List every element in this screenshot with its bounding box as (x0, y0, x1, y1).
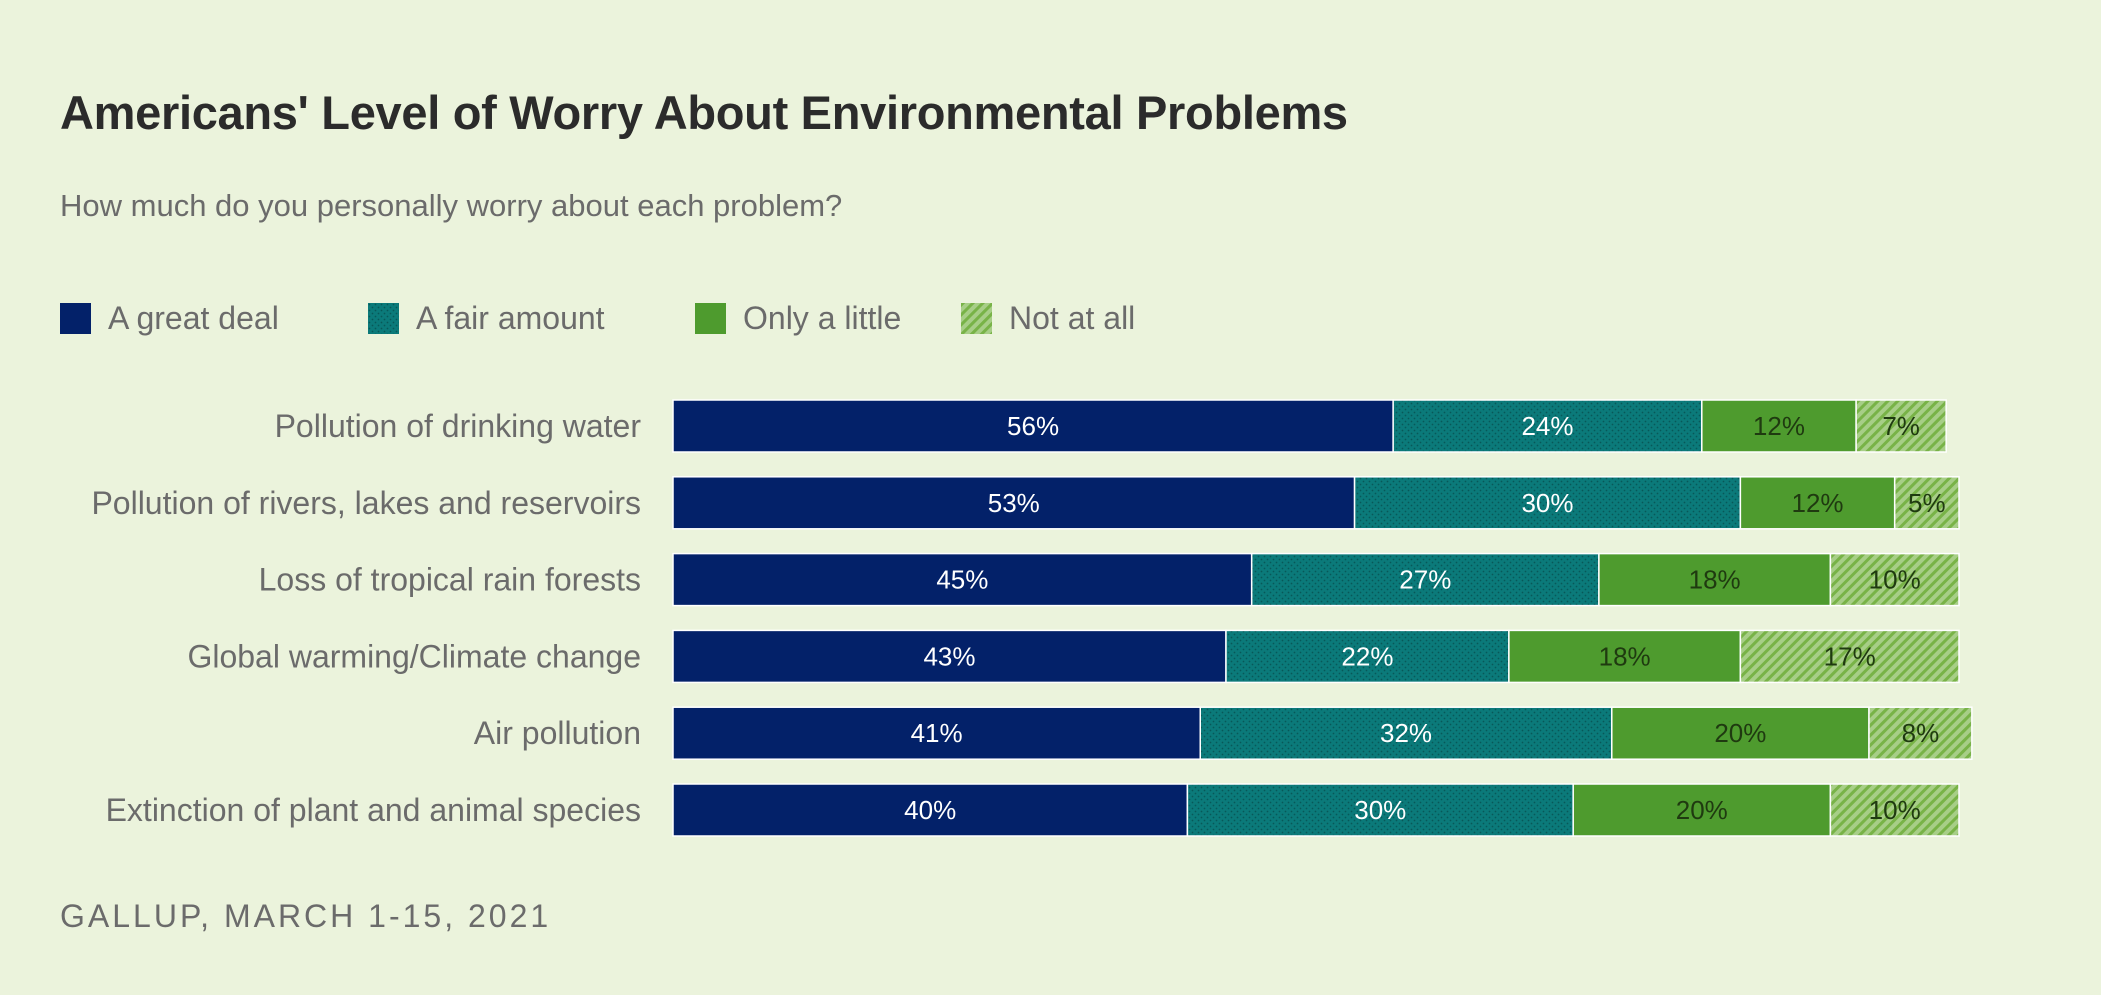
data-label-loss-of-tropical-rain-forests-a-fair-amount: 27% (1399, 565, 1451, 595)
bar-extinction-of-plant-and-animal-species-only-a-little (1572, 783, 1832, 837)
data-label-extinction-of-plant-and-animal-species-a-fair-amount: 30% (1354, 795, 1406, 825)
bar-pollution-of-rivers-lakes-and-reservoirs-a-great-deal (672, 476, 1356, 530)
chart-title: Americans' Level of Worry About Environm… (60, 86, 1348, 139)
bar-pollution-of-drinking-water-not-at-all (1855, 399, 1947, 453)
data-label-air-pollution-a-fair-amount: 32% (1380, 718, 1432, 748)
legend-label-fair-amount: A fair amount (416, 299, 605, 336)
data-label-global-warming-climate-change-a-great-deal: 43% (923, 641, 975, 671)
bar-extinction-of-plant-and-animal-species-not-at-all (1829, 783, 1960, 837)
data-label-pollution-of-rivers-lakes-and-reservoirs-only-a-little: 12% (1792, 488, 1844, 518)
bar-air-pollution-a-fair-amount (1199, 706, 1613, 760)
source-note: GALLUP, MARCH 1-15, 2021 (60, 898, 552, 934)
data-label-extinction-of-plant-and-animal-species-a-great-deal: 40% (904, 795, 956, 825)
bar-global-warming-climate-change-a-fair-amount (1225, 629, 1510, 684)
data-label-extinction-of-plant-and-animal-species-not-at-all: 10% (1869, 795, 1921, 825)
data-label-loss-of-tropical-rain-forests-not-at-all: 10% (1869, 565, 1921, 595)
data-label-global-warming-climate-change-a-fair-amount: 22% (1341, 641, 1393, 671)
bar-air-pollution-not-at-all (1868, 706, 1973, 760)
bar-air-pollution-only-a-little (1611, 706, 1870, 760)
legend-item-only-little: Only a little (695, 295, 901, 341)
data-label-air-pollution-not-at-all: 8% (1902, 718, 1940, 748)
data-label-loss-of-tropical-rain-forests-only-a-little: 18% (1689, 565, 1741, 595)
category-label-loss-of-tropical-rain-forests: Loss of tropical rain forests (259, 562, 641, 598)
data-label-air-pollution-only-a-little: 20% (1714, 718, 1766, 748)
bar-global-warming-climate-change-only-a-little (1508, 629, 1742, 684)
data-label-pollution-of-rivers-lakes-and-reservoirs-a-fair-amount: 30% (1521, 488, 1573, 518)
data-label-global-warming-climate-change-not-at-all: 17% (1824, 641, 1876, 671)
legend-swatch-great-deal (60, 302, 91, 334)
category-label-pollution-of-rivers-lakes-and-reservoirs: Pollution of rivers, lakes and reservoir… (91, 485, 641, 521)
bar-loss-of-tropical-rain-forests-not-at-all (1829, 552, 1960, 607)
bar-global-warming-climate-change-not-at-all (1739, 629, 1960, 684)
bar-extinction-of-plant-and-animal-species-a-fair-amount (1186, 783, 1574, 837)
data-label-pollution-of-rivers-lakes-and-reservoirs-not-at-all: 5% (1908, 488, 1946, 518)
chart-subtitle: How much do you personally worry about e… (60, 188, 843, 223)
bar-pollution-of-rivers-lakes-and-reservoirs-only-a-little (1739, 476, 1896, 530)
legend-label-not-at-all: Not at all (1009, 299, 1136, 336)
legend-label-only-little: Only a little (743, 299, 902, 336)
data-label-global-warming-climate-change-only-a-little: 18% (1599, 641, 1651, 671)
legend-item-fair-amount: A fair amount (368, 295, 605, 341)
category-label-extinction-of-plant-and-animal-species: Extinction of plant and animal species (106, 792, 641, 828)
data-label-pollution-of-rivers-lakes-and-reservoirs-a-great-deal: 53% (988, 488, 1040, 518)
category-label-global-warming-climate-change: Global warming/Climate change (187, 638, 641, 674)
legend-label-great-deal: A great deal (108, 299, 279, 336)
data-label-pollution-of-drinking-water-a-fair-amount: 24% (1521, 411, 1573, 441)
bar-extinction-of-plant-and-animal-species-a-great-deal (672, 783, 1189, 837)
data-label-air-pollution-a-great-deal: 41% (911, 718, 963, 748)
data-label-extinction-of-plant-and-animal-species-only-a-little: 20% (1676, 795, 1728, 825)
data-label-loss-of-tropical-rain-forests-a-great-deal: 45% (936, 565, 988, 595)
legend-swatch-only-little (695, 302, 726, 334)
bar-pollution-of-rivers-lakes-and-reservoirs-a-fair-amount (1353, 476, 1742, 530)
legend-swatch-fair-amount (368, 302, 399, 334)
data-label-pollution-of-drinking-water-only-a-little: 12% (1753, 411, 1805, 441)
bar-pollution-of-rivers-lakes-and-reservoirs-not-at-all (1893, 476, 1960, 530)
bar-pollution-of-drinking-water-only-a-little (1701, 399, 1857, 453)
category-label-pollution-of-drinking-water: Pollution of drinking water (275, 408, 642, 444)
bar-global-warming-climate-change-a-great-deal (672, 629, 1227, 684)
legend-item-great-deal: A great deal (60, 295, 279, 341)
legend-item-not-at-all: Not at all (961, 295, 1135, 341)
data-label-pollution-of-drinking-water-not-at-all: 7% (1882, 411, 1920, 441)
category-label-air-pollution: Air pollution (474, 715, 641, 751)
legend-swatch-not-at-all (961, 302, 992, 334)
data-label-pollution-of-drinking-water-a-great-deal: 56% (1007, 411, 1059, 441)
